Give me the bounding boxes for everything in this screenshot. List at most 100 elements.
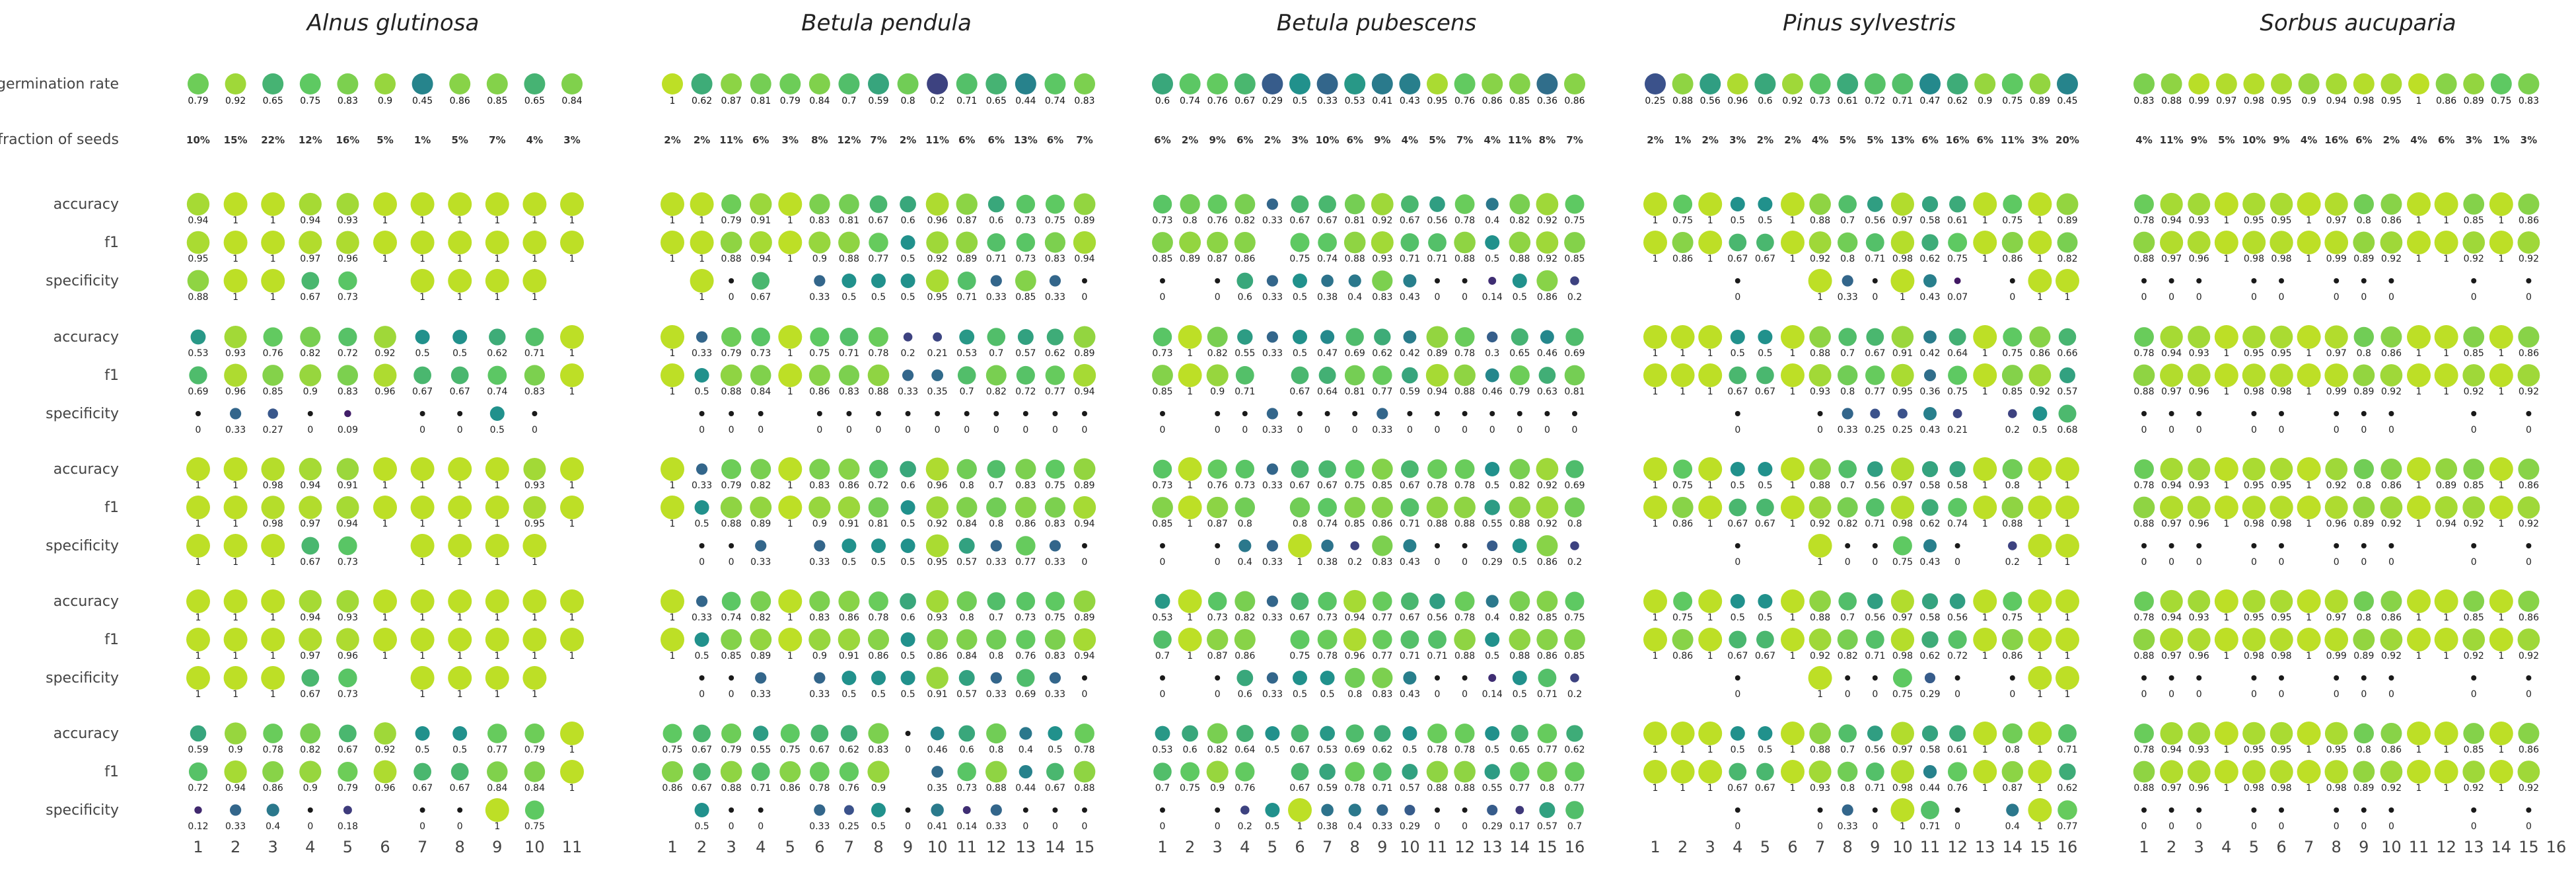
f1-label: 0.88 (1427, 783, 1447, 794)
specificity-dot (1215, 543, 1221, 548)
f1-label: 0.92 (1810, 519, 1830, 529)
f1-dot (1781, 363, 1805, 387)
specificity-label: 0.75 (524, 821, 545, 832)
f1-label: 1 (1653, 783, 1659, 794)
f1-label: 0.94 (1074, 254, 1094, 264)
germination-dot (721, 73, 742, 94)
specificity-label: 0.33 (1262, 689, 1283, 700)
specificity-dot (1872, 543, 1878, 548)
f1-dot (1948, 233, 1968, 252)
f1-dot (1536, 496, 1559, 519)
f1-dot (485, 496, 509, 519)
f1-label: 1 (2223, 651, 2229, 661)
specificity-label: 1 (196, 689, 201, 700)
specificity-dot (905, 807, 911, 813)
specificity-dot (925, 534, 949, 558)
specificity-dot (814, 672, 826, 684)
accuracy-label: 0.86 (2030, 348, 2050, 359)
f1-label: 0.94 (1074, 387, 1094, 397)
accuracy-dot (839, 194, 859, 215)
f1-dot (1537, 761, 1557, 782)
accuracy-dot (1866, 328, 1884, 346)
f1-dot (223, 231, 248, 254)
specificity-label: 0 (2388, 821, 2394, 832)
specificity-label: 1 (2065, 557, 2071, 568)
specificity-dot (876, 411, 881, 416)
accuracy-dot (1921, 196, 1939, 213)
accuracy-dot (2297, 325, 2321, 349)
specificity-dot (186, 666, 210, 690)
germination-label: 0.65 (263, 96, 283, 106)
specificity-dot (1872, 278, 1878, 283)
f1-label: 0.86 (1234, 254, 1255, 264)
specificity-dot (2361, 807, 2367, 813)
specificity-label: 0 (816, 425, 822, 435)
accuracy-dot (1429, 593, 1445, 609)
f1-dot (487, 365, 507, 385)
accuracy-dot (1643, 325, 1667, 349)
germination-label: 0.74 (1045, 96, 1065, 106)
specificity-label: 0 (2251, 557, 2257, 568)
f1-label: 0.5 (900, 651, 915, 661)
fraction-label: 7% (1076, 134, 1092, 146)
f1-label: 0.62 (1919, 519, 1940, 529)
accuracy-dot (1266, 595, 1279, 607)
accuracy-dot (410, 457, 435, 481)
specificity-label: 0.17 (1509, 821, 1530, 832)
f1-dot (1698, 363, 1723, 387)
f1-dot (1781, 760, 1805, 784)
accuracy-dot (2188, 192, 2211, 216)
accuracy-label: 0.5 (1758, 215, 1772, 226)
x-tick-label: 10 (2381, 838, 2402, 856)
accuracy-label: 0.97 (2326, 613, 2347, 623)
f1-dot (750, 496, 772, 519)
accuracy-label: 1 (532, 215, 538, 226)
f1-dot (299, 628, 322, 651)
accuracy-label: 1 (1187, 613, 1193, 623)
f1-dot (927, 628, 948, 651)
f1-dot (2028, 496, 2052, 519)
f1-label: 1 (2065, 651, 2071, 661)
f1-dot (1672, 628, 1694, 651)
accuracy-label: 0.33 (692, 480, 712, 491)
accuracy-dot (2134, 327, 2154, 347)
f1-label: 0.88 (2133, 387, 2154, 397)
accuracy-label: 0.56 (1947, 613, 1968, 623)
f1-label: 0.78 (1345, 783, 1365, 794)
f1-label: 0.88 (721, 783, 742, 794)
germination-dot (561, 73, 583, 94)
specificity-dot (1215, 807, 1221, 813)
f1-dot (1781, 496, 1805, 519)
accuracy-label: 0.69 (1345, 348, 1365, 359)
specificity-label: 0.33 (809, 689, 830, 700)
specificity-label: 0.33 (1838, 292, 1858, 303)
accuracy-label: 0.64 (1947, 348, 1968, 359)
accuracy-dot (1890, 192, 1914, 216)
specificity-dot (846, 411, 852, 416)
specificity-label: 0 (1435, 292, 1441, 303)
f1-label: 1 (196, 519, 201, 529)
accuracy-label: 1 (1707, 613, 1713, 623)
accuracy-dot (1291, 195, 1309, 213)
f1-label: 0.67 (1727, 254, 1748, 264)
f1-label: 1 (2498, 651, 2504, 661)
specificity-dot (871, 539, 886, 553)
f1-label: 1 (1707, 254, 1713, 264)
germination-dot (2463, 73, 2485, 94)
f1-label: 0.88 (721, 254, 742, 264)
accuracy-dot (1949, 461, 1966, 478)
f1-label: 0.5 (900, 519, 915, 529)
accuracy-dot (662, 724, 682, 743)
accuracy-label: 0.93 (2189, 348, 2209, 359)
accuracy-dot (452, 330, 468, 344)
accuracy-label: 0.8 (2005, 480, 2020, 491)
specificity-dot (1487, 540, 1498, 552)
accuracy-label: 0.82 (1234, 613, 1255, 623)
specificity-label: 0 (1052, 425, 1058, 435)
specificity-dot (2526, 543, 2532, 548)
f1-label: 0.98 (2244, 387, 2264, 397)
accuracy-dot (721, 723, 742, 744)
f1-dot (987, 233, 1006, 252)
fraction-label: 6% (1976, 134, 1993, 146)
accuracy-label: 0.78 (1427, 480, 1447, 491)
